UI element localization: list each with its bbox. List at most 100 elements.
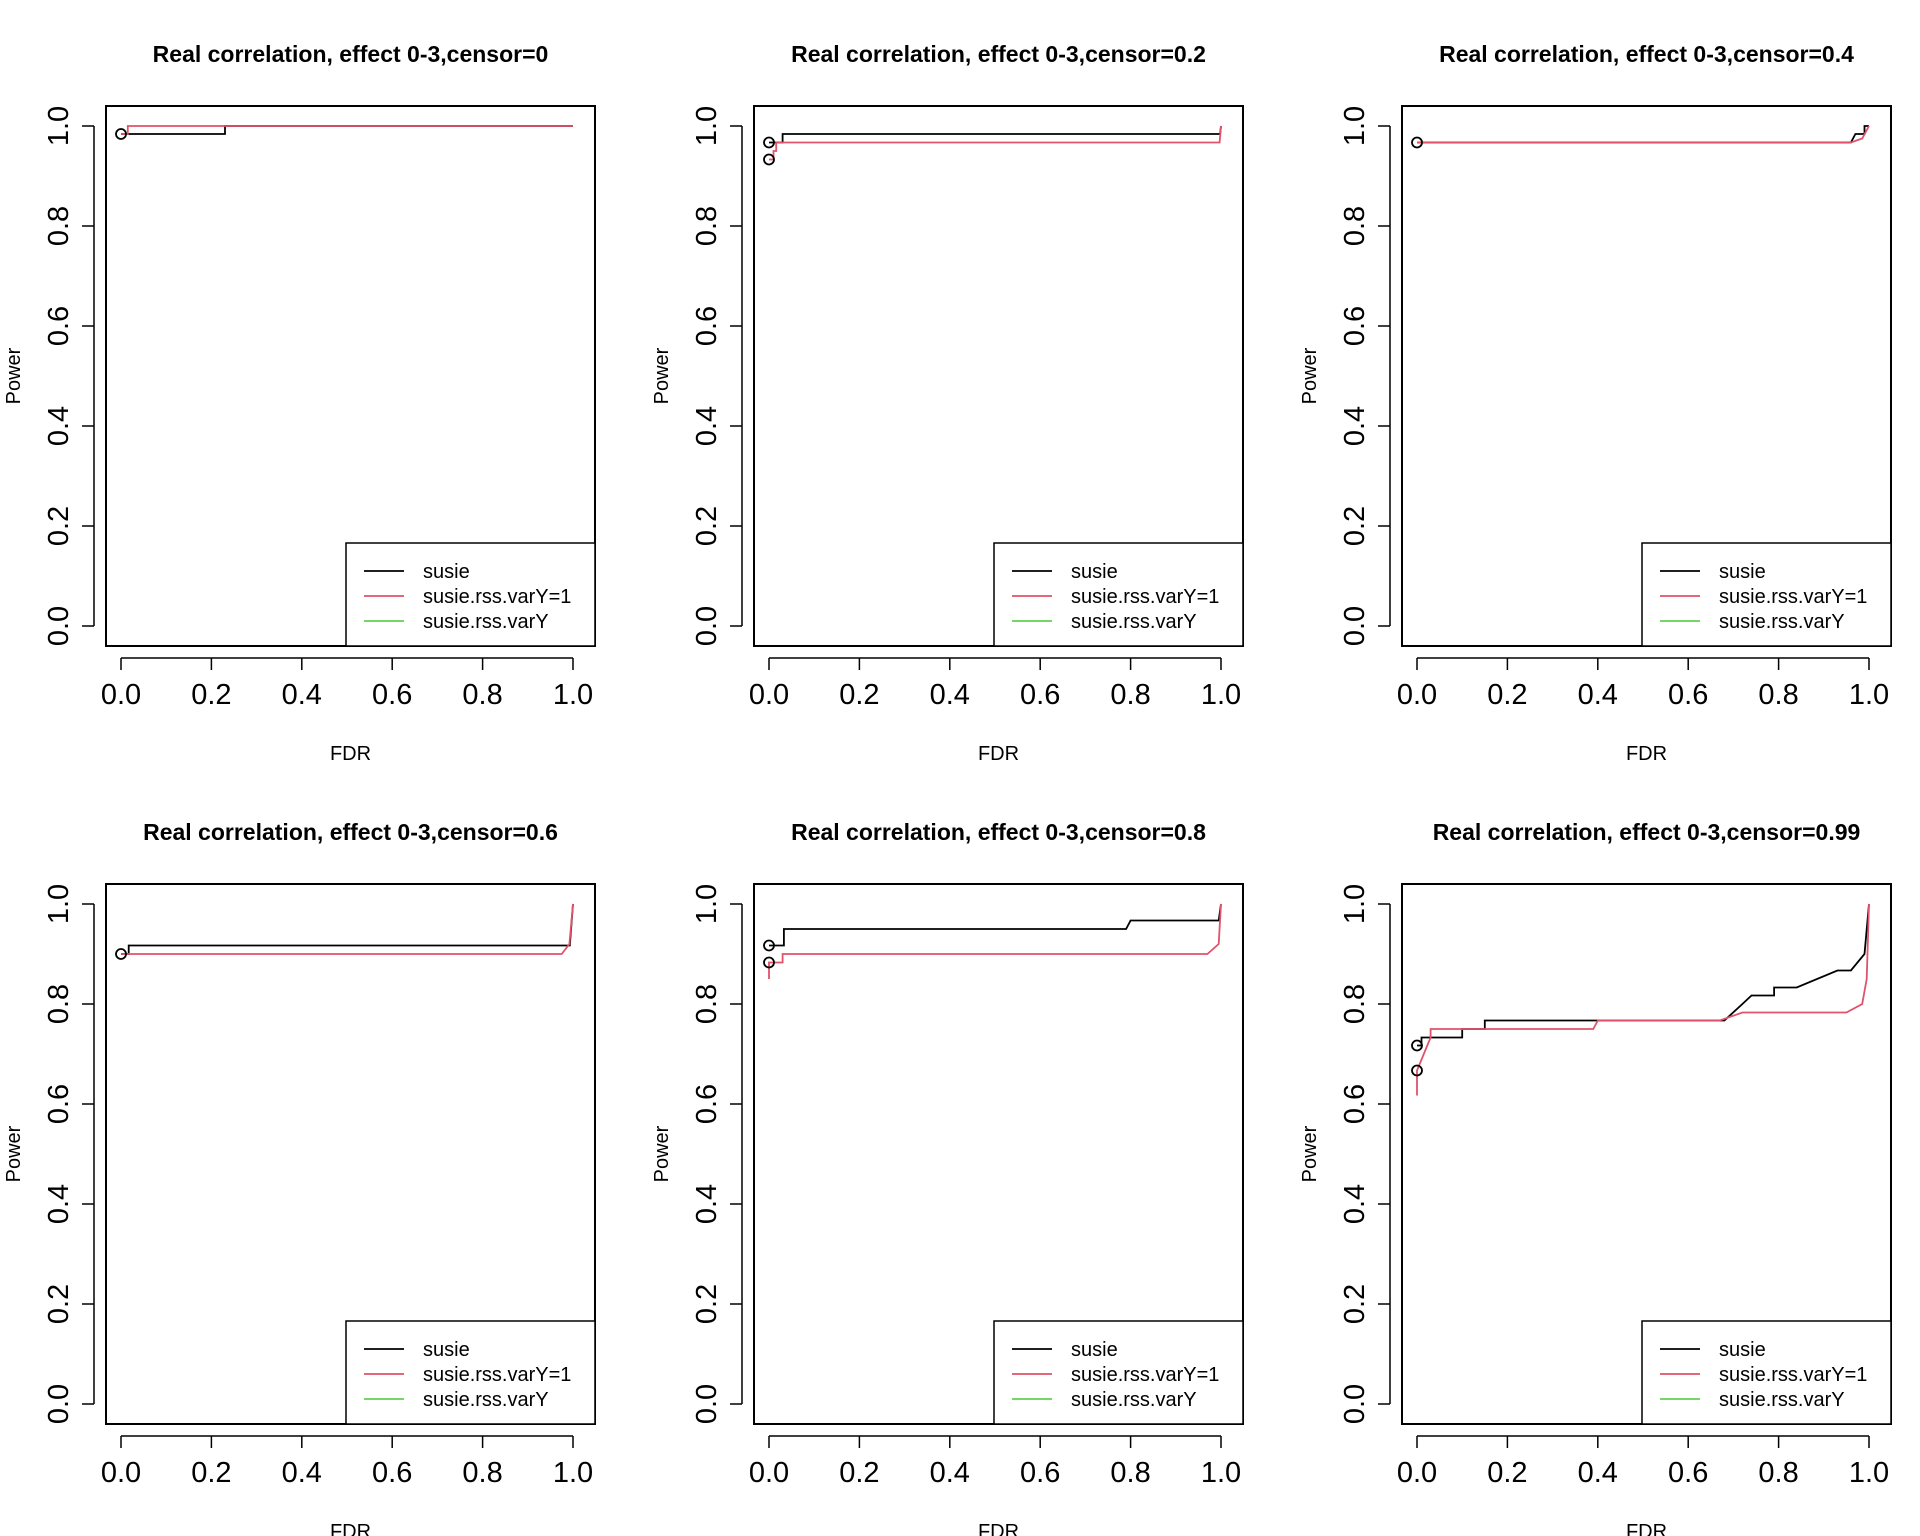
- data-point: [763, 153, 775, 166]
- legend-box: [1641, 1320, 1892, 1425]
- y-tick-label: 0.6: [691, 1084, 723, 1124]
- x-axis-label: FDR: [1626, 743, 1667, 765]
- data-point: [763, 939, 775, 952]
- x-tick-label: 0.2: [191, 1457, 231, 1489]
- y-tick-label: 0.0: [43, 1384, 75, 1424]
- y-tick-label: 0.6: [1339, 306, 1371, 346]
- legend-entry: susie.rss.varY=1: [1071, 586, 1219, 608]
- x-tick-label: 0.4: [930, 1457, 970, 1489]
- x-tick-label: 0.4: [282, 1457, 322, 1489]
- chart-title: Real correlation, effect 0-3,censor=0.6: [143, 819, 558, 845]
- x-axis-label: FDR: [978, 743, 1019, 765]
- panel-1: Real correlation, effect 0-3,censor=0 0.0…: [3, 41, 596, 765]
- series-line-2: [1417, 125, 1870, 144]
- data-point: [763, 956, 775, 969]
- x-tick-label: 0.4: [1578, 1457, 1618, 1489]
- y-tick-label: 0.8: [43, 206, 75, 246]
- series-line-2: [1416, 903, 1870, 1096]
- data-point: [115, 128, 127, 140]
- x-tick-label: 0.0: [749, 1457, 789, 1489]
- series-line-2: [768, 903, 1222, 979]
- legend-entry: susie.rss.varY=1: [423, 1364, 571, 1386]
- x-tick-label: 0.8: [1110, 1457, 1150, 1489]
- legend-entry: susie: [1719, 1339, 1766, 1361]
- series-line-1: [769, 125, 1222, 144]
- legend-entry: susie.rss.varY=1: [1719, 1364, 1867, 1386]
- x-tick-label: 1.0: [553, 1457, 593, 1489]
- data-point: [115, 948, 127, 960]
- y-tick-label: 0.2: [691, 1284, 723, 1324]
- legend-entry: susie: [1071, 1339, 1118, 1361]
- legend-box: [345, 1320, 596, 1425]
- legend-box: [993, 1320, 1244, 1425]
- x-tick-label: 0.2: [1487, 1457, 1527, 1489]
- legend-entry: susie: [1719, 561, 1766, 583]
- x-tick-label: 0.2: [1487, 679, 1527, 711]
- x-tick-label: 1.0: [1849, 1457, 1889, 1489]
- legend-entry: susie.rss.varY=1: [1071, 1364, 1219, 1386]
- y-tick-label: 0.6: [43, 1084, 75, 1124]
- y-tick-label: 0.2: [1339, 1284, 1371, 1324]
- x-tick-label: 0.0: [101, 1457, 141, 1489]
- x-tick-label: 0.0: [1397, 1457, 1437, 1489]
- y-tick-label: 0.2: [43, 506, 75, 546]
- x-tick-label: 0.0: [1397, 679, 1437, 711]
- panel-5: Real correlation, effect 0-3,censor=0.8 0…: [651, 819, 1244, 1536]
- y-tick-label: 0.0: [43, 606, 75, 646]
- y-tick-label: 0.0: [691, 606, 723, 646]
- x-axis-label: FDR: [330, 743, 371, 765]
- data-point: [1411, 1039, 1423, 1052]
- series-line-1: [121, 903, 574, 955]
- y-tick-label: 0.2: [691, 506, 723, 546]
- series-line-2: [121, 125, 573, 135]
- data-point: [1411, 1064, 1423, 1077]
- panel-2: Real correlation, effect 0-3,censor=0.2 0…: [651, 41, 1244, 765]
- x-tick-label: 1.0: [1849, 679, 1889, 711]
- y-tick-label: 0.4: [1339, 406, 1371, 446]
- y-tick-label: 0.4: [1339, 1184, 1371, 1224]
- y-tick-label: 0.0: [691, 1384, 723, 1424]
- y-tick-label: 1.0: [691, 884, 723, 924]
- x-tick-label: 0.4: [1578, 679, 1618, 711]
- y-tick-label: 0.6: [691, 306, 723, 346]
- x-tick-label: 0.6: [1668, 1457, 1708, 1489]
- x-tick-label: 0.8: [1758, 679, 1798, 711]
- y-tick-label: 0.6: [1339, 1084, 1371, 1124]
- x-tick-label: 0.6: [1668, 679, 1708, 711]
- panel-4: Real correlation, effect 0-3,censor=0.6 0…: [3, 819, 596, 1536]
- x-tick-label: 1.0: [1201, 679, 1241, 711]
- chart-title: Real correlation, effect 0-3,censor=0: [153, 41, 549, 67]
- y-tick-label: 0.0: [1339, 606, 1371, 646]
- chart-title: Real correlation, effect 0-3,censor=0.4: [1439, 41, 1854, 67]
- x-tick-label: 1.0: [553, 679, 593, 711]
- x-tick-label: 0.2: [191, 679, 231, 711]
- y-tick-label: 1.0: [43, 106, 75, 146]
- x-tick-label: 0.6: [372, 679, 412, 711]
- data-point: [1411, 136, 1423, 149]
- legend-entry: susie.rss.varY: [1071, 1389, 1197, 1411]
- panel-6: Real correlation, effect 0-3,censor=0.99…: [1299, 819, 1892, 1536]
- legend-entry: susie.rss.varY: [423, 611, 549, 633]
- legend-entry: susie.rss.varY: [1719, 1389, 1845, 1411]
- series-line-2: [769, 125, 1222, 161]
- legend-entry: susie: [1071, 561, 1118, 583]
- legend-box: [1641, 542, 1892, 647]
- x-tick-label: 1.0: [1201, 1457, 1241, 1489]
- x-axis-label: FDR: [330, 1521, 371, 1536]
- x-axis-label: FDR: [978, 1521, 1019, 1536]
- y-tick-label: 1.0: [1339, 884, 1371, 924]
- x-tick-label: 0.4: [930, 679, 970, 711]
- y-tick-label: 0.2: [43, 1284, 75, 1324]
- legend-entry: susie.rss.varY=1: [1719, 586, 1867, 608]
- legend-entry: susie.rss.varY: [1071, 611, 1197, 633]
- y-tick-label: 0.4: [691, 1184, 723, 1224]
- y-tick-label: 0.4: [43, 406, 75, 446]
- legend-entry: susie: [423, 1339, 470, 1361]
- x-tick-label: 0.8: [462, 679, 502, 711]
- y-axis-label: Power: [651, 347, 673, 404]
- y-tick-label: 1.0: [691, 106, 723, 146]
- y-axis-label: Power: [651, 1125, 673, 1182]
- x-tick-label: 0.0: [101, 679, 141, 711]
- y-tick-label: 0.4: [43, 1184, 75, 1224]
